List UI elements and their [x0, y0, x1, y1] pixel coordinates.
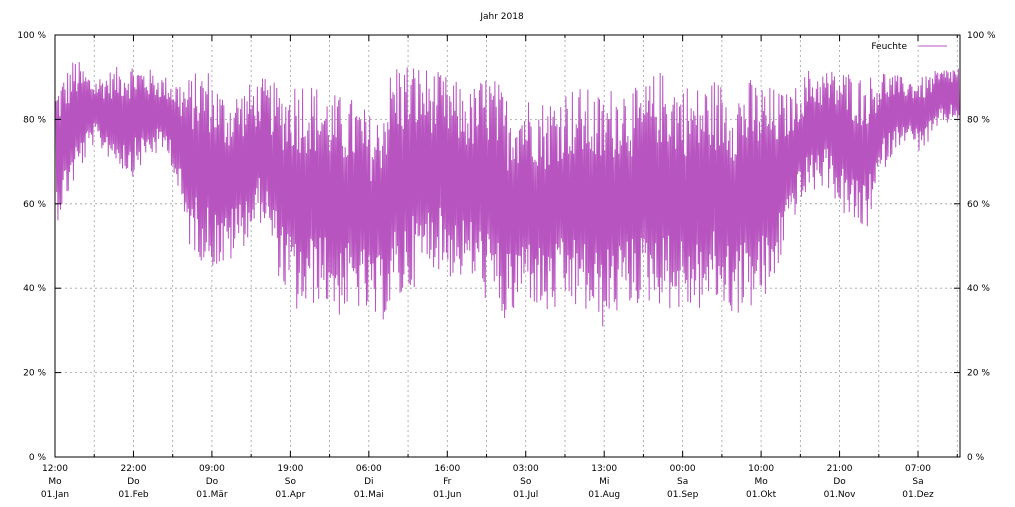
y-axis-left: 0 % 20 % 40 % 60 % 80 % 100 % — [17, 31, 61, 463]
y-tick-label-left: 40 % — [23, 284, 46, 294]
x-tick-label: 01.Aug — [588, 490, 620, 500]
x-tick-label: 07:00 — [905, 464, 931, 474]
x-tick-label: 03:00 — [513, 464, 539, 474]
x-tick-label: 10:00 — [748, 464, 774, 474]
x-tick-label: 12:00 — [42, 464, 68, 474]
x-tick-label: 01.Dez — [902, 490, 934, 500]
legend-label: Feuchte — [871, 42, 907, 52]
x-tick-label: 01.Mär — [196, 490, 228, 500]
x-tick-label: So — [285, 477, 297, 487]
x-tick-label: 01.Nov — [824, 490, 857, 500]
x-tick-label: Do — [127, 477, 140, 487]
x-tick-label: 19:00 — [277, 464, 303, 474]
x-tick-label: Sa — [677, 477, 688, 487]
x-tick-label: Mo — [48, 477, 62, 487]
x-tick-label: 09:00 — [199, 464, 225, 474]
x-tick-label: 01.Jul — [513, 490, 538, 500]
y-tick-label-left: 60 % — [23, 200, 46, 210]
y-tick-label-right: 60 % — [967, 200, 990, 210]
x-tick-label: 21:00 — [827, 464, 853, 474]
y-tick-label-right: 0 % — [967, 453, 985, 463]
y-tick-label-left: 0 % — [29, 453, 47, 463]
series-line-feuchte — [55, 62, 960, 327]
x-tick-label: 01.Jan — [41, 490, 69, 500]
x-tick-label: So — [520, 477, 532, 487]
y-tick-label-left: 20 % — [23, 369, 46, 379]
y-tick-label-left: 100 % — [17, 31, 46, 41]
x-tick-label: 01.Apr — [275, 490, 305, 500]
y-tick-label-right: 20 % — [967, 369, 990, 379]
x-tick-label: 01.Sep — [667, 490, 699, 500]
x-tick-label: Do — [206, 477, 219, 487]
y-tick-label-right: 100 % — [967, 31, 996, 41]
data-series-feuchte — [55, 62, 960, 327]
legend: Feuchte — [871, 42, 947, 52]
y-tick-label-left: 80 % — [23, 115, 46, 125]
x-tick-label: 06:00 — [356, 464, 382, 474]
x-tick-label: 22:00 — [120, 464, 146, 474]
x-tick-label: 01.Feb — [118, 490, 149, 500]
y-tick-label-right: 80 % — [967, 115, 990, 125]
x-tick-label: 13:00 — [591, 464, 617, 474]
x-tick-label: 00:00 — [670, 464, 696, 474]
x-tick-label: Do — [833, 477, 846, 487]
x-axis: 12:00 Mo 01.Jan 22:00 Do 01.Feb 09:00 Do 01.Mär 1… — [41, 35, 958, 500]
x-tick-label: 01.Okt — [746, 490, 777, 500]
x-tick-label: Di — [364, 477, 373, 487]
plot-frame — [54, 34, 961, 458]
y-tick-label-right: 40 % — [967, 284, 990, 294]
x-tick-label: Mo — [754, 477, 768, 487]
x-tick-label: 01.Jun — [433, 490, 461, 500]
x-tick-label: Mi — [599, 477, 609, 487]
x-tick-label: Fr — [443, 477, 452, 487]
chart-title: Jahr 2018 — [479, 12, 524, 22]
x-tick-label: 01.Mai — [354, 490, 384, 500]
x-tick-label: 16:00 — [434, 464, 460, 474]
x-tick-label: Sa — [912, 477, 923, 487]
